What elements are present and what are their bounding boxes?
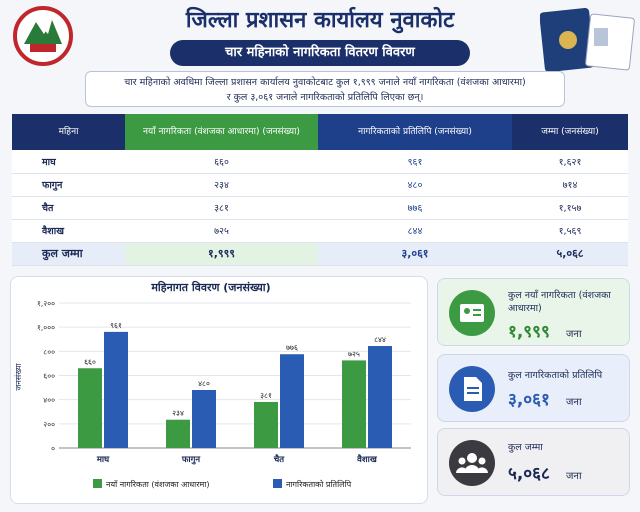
y-label: जनसंख्या [14,362,23,390]
value-label: ७२५ [348,349,360,358]
table-cell: चैत [12,196,125,220]
table-row: वैशाख ७२५ ८४४ १,५६९ [12,219,628,243]
intro: चार महिनाको अवधिमा जिल्ला प्रशासन कार्या… [85,71,565,107]
table-cell: ३,०६१ [318,242,512,266]
value-label: ४८० [198,379,210,388]
chart-title: महिनागत विवरण (जनसंख्या) [150,280,270,294]
x-tick-label: फागुन [181,455,202,465]
legend-label: नयाँ नागरिकता (वंशजका आधारमा) [106,479,210,489]
table-row: माघ ६६० ९६१ १,६२१ [12,150,628,174]
table-cell: ४८० [318,173,512,197]
y-tick-label: ८०० [43,347,55,356]
card-unit: जना [566,471,582,482]
th: महिना [12,114,125,150]
bar [78,368,102,448]
table-cell: ३८१ [125,196,318,220]
x-tick-label: चैत [273,454,285,465]
intro-line: र कुल ३,०६१ जनाले नागरिकताको प्रतिलिपि ल… [226,92,424,103]
table-row: चैत ३८१ ७७६ १,१५७ [12,196,628,220]
table-cell: १,९९९ [125,242,318,266]
table-row: फागुन २३४ ४८० ७१४ [12,173,628,197]
table-cell: १,६२१ [512,150,628,174]
card-unit: जना [566,329,582,340]
table-cell: ७७६ [318,196,512,220]
table-cell: ७२५ [125,219,318,243]
chart: महिनागत विवरण (जनसंख्या) जनसंख्या ० २०० ४०… [14,280,411,489]
title: जिल्ला प्रशासन कार्यालय नुवाकोट [185,8,455,33]
intro-line: चार महिनाको अवधिमा जिल्ला प्रशासन कार्या… [124,77,526,88]
table-cell: कुल जम्मा [12,242,125,266]
card: कुल नागरिकताको प्रतिलिपि ३,०६१ जना [437,354,630,422]
card-label: कुल नयाँ नागरिकता (वंशजका आधारमा) [508,290,611,314]
bar [342,360,366,448]
card-label: कुल जम्मा [508,442,543,453]
y-tick-label: ० [51,444,55,453]
table-cell: ७१४ [512,173,628,197]
table-cell: ५,०६८ [512,242,628,266]
table-cell: ८४४ [318,219,512,243]
card-icon [449,290,495,336]
table: महिना नयाँ नागरिकता (वंशजका आधारमा) (जनस… [12,114,628,266]
th: नयाँ नागरिकता (वंशजका आधारमा) (जनसंख्या) [125,114,318,150]
table-cell: वैशाख [12,219,125,243]
legend-label: नागरिकताको प्रतिलिपि [286,479,352,489]
value-label: ७७६ [286,343,298,352]
emblem [13,6,73,66]
y-tick-label: १,००० [37,323,55,332]
table-cell: माघ [12,150,125,174]
value-label: ८४४ [374,335,386,344]
x-tick-label: वैशाख [356,454,378,465]
table-row: कुल जम्मा १,९९९ ३,०६१ ५,०६८ [12,242,628,266]
card: कुल जम्मा ५,०६८ जना [437,428,630,496]
th: नागरिकताको प्रतिलिपि (जनसंख्या) [318,114,512,150]
card-value: १,९९९ [508,322,550,342]
y-tick-label: १,२०० [37,299,55,308]
value-label: ६६० [84,357,96,366]
y-tick-label: ६०० [43,372,55,381]
legend-swatch [273,479,282,488]
chart-panel: महिनागत विवरण (जनसंख्या) जनसंख्या ० २०० ४०… [10,276,428,504]
card-value: ५,०६८ [508,464,550,484]
th: जम्मा (जनसंख्या) [512,114,628,150]
table-cell: १,५६९ [512,219,628,243]
card-icon [449,440,495,486]
card-value: ३,०६१ [508,390,550,410]
passport-icon [540,7,635,72]
value-label: २३४ [172,409,184,418]
table-cell: ६६० [125,150,318,174]
y-tick-label: ४०० [43,396,55,405]
x-tick-label: माघ [96,455,110,465]
card: कुल नयाँ नागरिकता (वंशजका आधारमा) १,९९९ … [437,278,630,346]
subtitle: चार महिनाको नागरिकता वितरण विवरण [170,40,470,66]
bar [280,354,304,448]
card-label: कुल नागरिकताको प्रतिलिपि [508,370,603,381]
bar [166,419,190,448]
bar [368,346,392,448]
bar [192,390,216,448]
bar [254,401,278,448]
card-icon [449,366,495,412]
legend-swatch [93,479,102,488]
table-cell: ९६१ [318,150,512,174]
table-cell: १,१५७ [512,196,628,220]
card-unit: जना [566,397,582,408]
table-cell: २३४ [125,173,318,197]
bar [104,331,128,448]
value-label: ९६१ [110,321,122,330]
table-cell: फागुन [12,173,125,197]
value-label: ३८१ [260,391,272,400]
y-tick-label: २०० [43,420,55,429]
